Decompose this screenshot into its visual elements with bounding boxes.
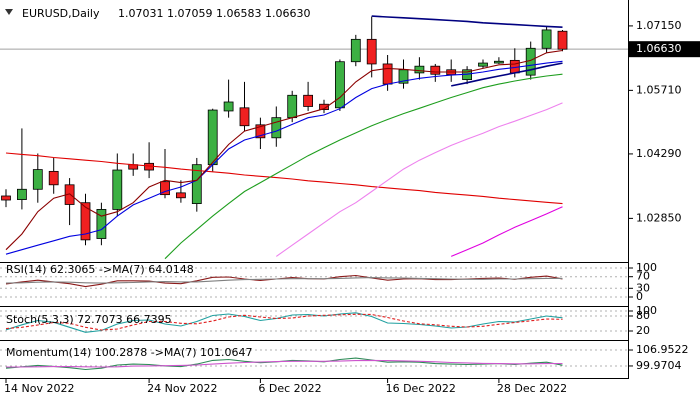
candle-body <box>334 61 345 109</box>
indicator-line <box>371 15 563 28</box>
indicator-line <box>275 102 563 257</box>
candle-body <box>255 124 266 139</box>
candle-body <box>239 107 250 127</box>
y-tick-label: 20 <box>636 324 650 337</box>
candle-body <box>112 169 123 210</box>
y-tick-label: 100 <box>636 304 657 317</box>
x-tick-label: 28 Dec 2022 <box>497 382 567 395</box>
indicator-line <box>5 60 563 255</box>
candle-body <box>207 109 218 166</box>
candle-body <box>16 188 27 200</box>
y-tick-label: 80 <box>636 309 650 322</box>
x-tick-label: 6 Dec 2022 <box>258 382 321 395</box>
candle-body <box>175 192 186 199</box>
candle-body <box>541 29 552 49</box>
y-tick-label: 1.04290 <box>636 147 682 160</box>
candle-body <box>1 195 11 201</box>
candle-body <box>191 164 202 205</box>
ohlc-label: 1.07031 1.07059 1.06583 1.06630 <box>118 7 310 20</box>
candle-body <box>430 65 441 75</box>
pane-frames <box>0 0 629 379</box>
candle-body <box>160 181 170 196</box>
candle-body <box>493 60 504 64</box>
indicator-line <box>5 152 563 205</box>
y-tick-label: 106.9522 <box>636 343 689 356</box>
pane <box>0 310 628 333</box>
x-tick-label: 16 Dec 2022 <box>386 382 456 395</box>
pane-title: Momentum(14) 100.2878 ->MA(7) 101.0647 <box>6 346 253 359</box>
y-tick-label: 100 <box>636 261 657 274</box>
last-price-box <box>629 41 700 58</box>
candle-body <box>271 117 282 139</box>
indicator-line <box>5 313 563 331</box>
candle-body <box>350 38 361 63</box>
candle-body <box>319 103 329 111</box>
y-tick-label: 70 <box>636 270 650 283</box>
indicator-line <box>6 359 563 368</box>
x-tick-label: 24 Nov 2022 <box>147 382 217 395</box>
pane-title: EURUSD,Daily <box>22 7 100 20</box>
candle-body <box>557 30 568 50</box>
y-tick-label: 1.07150 <box>636 19 682 32</box>
y-tick-label: 1.02850 <box>636 211 682 224</box>
x-tick-label: 14 Nov 2022 <box>4 382 74 395</box>
candle-body <box>414 65 425 74</box>
candle-body <box>80 202 91 241</box>
last-price-label: 1.06630 <box>636 42 682 55</box>
pane <box>0 267 628 298</box>
y-tick-label: 30 <box>636 281 650 294</box>
indicator-line <box>450 206 563 257</box>
pane <box>0 15 628 260</box>
indicator-line <box>5 312 563 333</box>
candle-body <box>382 63 393 85</box>
candle-body <box>32 169 43 190</box>
y-tick-label: 1.05710 <box>636 83 682 96</box>
y-tick-label: 99.9704 <box>636 359 682 372</box>
candle-body <box>303 94 314 107</box>
candle-body <box>223 101 234 112</box>
candle-body <box>48 170 59 186</box>
candle-body <box>366 38 377 65</box>
candle-body <box>478 62 488 67</box>
pane-title: Stoch(5,3,3) 72.7073 66.7395 <box>6 313 172 326</box>
symbol-icon <box>5 9 13 15</box>
pane <box>0 349 628 371</box>
pane-title: RSI(14) 62.3065 ->MA(7) 64.0148 <box>6 263 194 276</box>
candle-body <box>287 94 298 119</box>
indicator-line <box>5 277 563 284</box>
indicator-line <box>5 49 563 251</box>
candle-body <box>96 209 107 239</box>
y-tick-label: 0 <box>636 290 643 303</box>
indicator-line <box>451 62 563 87</box>
indicator-line <box>164 73 563 260</box>
